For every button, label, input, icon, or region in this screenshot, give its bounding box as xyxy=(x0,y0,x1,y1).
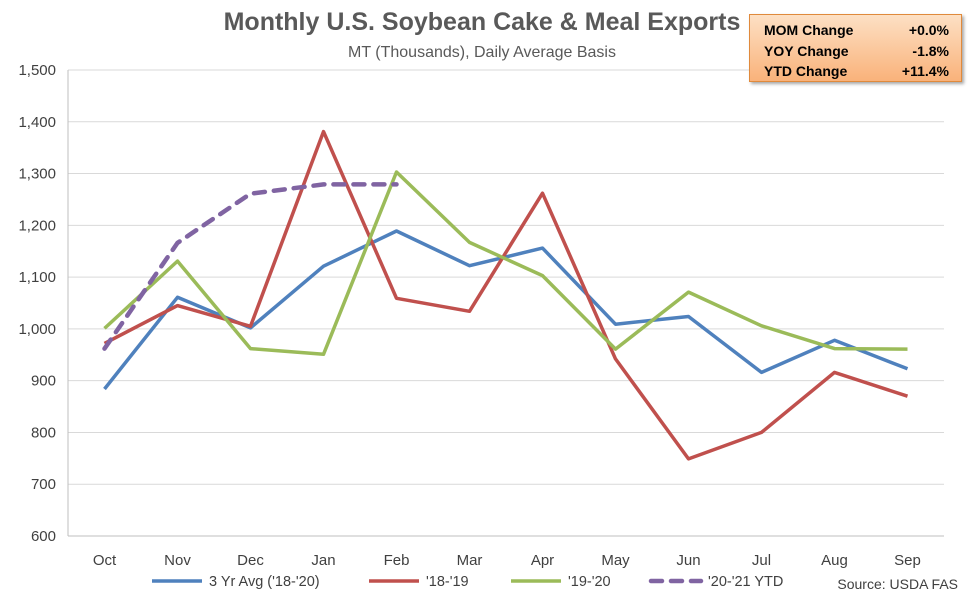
y-tick-label: 1,400 xyxy=(18,114,56,131)
stats-label: YOY Change xyxy=(764,42,849,59)
stats-box: MOM Change +0.0% YOY Change -1.8% YTD Ch… xyxy=(749,14,962,82)
series-line-3 xyxy=(102,182,399,351)
y-tick-label: 800 xyxy=(31,424,56,441)
y-tick-label: 900 xyxy=(31,373,56,390)
y-tick-label: 1,500 xyxy=(18,62,56,79)
y-tick-label: 1,200 xyxy=(18,217,56,234)
y-tick-labels: 600 700 800 900 1,000 1,100 1,200 1,300 1,400 1,5… xyxy=(18,62,56,545)
x-tick-label: May xyxy=(601,552,630,569)
x-tick-label: Jul xyxy=(752,552,771,569)
x-tick-label: Apr xyxy=(531,552,554,569)
stats-label: MOM Change xyxy=(764,22,854,38)
legend-label: '20-'21 YTD xyxy=(708,574,783,590)
stats-value: +0.0% xyxy=(908,22,949,38)
x-tick-label: Feb xyxy=(384,552,410,569)
x-tick-label: Dec xyxy=(237,552,264,569)
legend-label: '19-'20 xyxy=(568,574,611,590)
x-tick-label: Oct xyxy=(93,552,117,569)
x-tick-label: Sep xyxy=(894,552,921,569)
series-lines xyxy=(102,129,909,461)
stats-value: -1.8% xyxy=(912,42,949,59)
x-tick-labels: Oct Nov Dec Jan Feb Mar Apr May Jun Jul Aug Sep xyxy=(93,552,921,569)
x-tick-label: Jun xyxy=(676,552,700,569)
x-tick-label: Mar xyxy=(457,552,483,569)
y-tick-label: 1,300 xyxy=(18,166,56,183)
y-tick-label: 600 xyxy=(31,528,56,545)
x-tick-label: Nov xyxy=(164,552,191,569)
stats-row-yoy: YOY Change -1.8% xyxy=(764,41,949,62)
stats-row-mom: MOM Change +0.0% xyxy=(764,20,949,41)
axes xyxy=(67,70,944,537)
chart-subtitle: MT (Thousands), Daily Average Basis xyxy=(348,44,616,61)
x-tick-label: Aug xyxy=(821,552,848,569)
legend: 3 Yr Avg ('18-'20) '18-'19 '19-'20 '20-'21 … xyxy=(152,574,783,590)
legend-label: '18-'19 xyxy=(426,574,469,590)
x-tick-label: Jan xyxy=(311,552,335,569)
y-tick-label: 1,000 xyxy=(18,321,56,338)
series-line-1 xyxy=(103,129,909,461)
y-tick-label: 1,100 xyxy=(18,269,56,286)
stats-row-ytd: YTD Change +11.4% xyxy=(764,61,949,82)
series-line-2 xyxy=(103,170,908,357)
legend-label: 3 Yr Avg ('18-'20) xyxy=(209,574,320,590)
source-note: Source: USDA FAS xyxy=(837,576,958,592)
stats-label: YTD Change xyxy=(764,63,848,79)
gridlines xyxy=(68,69,944,537)
y-tick-label: 700 xyxy=(31,476,56,493)
chart-title: Monthly U.S. Soybean Cake & Meal Exports xyxy=(224,8,741,36)
stats-value: +11.4% xyxy=(901,63,949,79)
